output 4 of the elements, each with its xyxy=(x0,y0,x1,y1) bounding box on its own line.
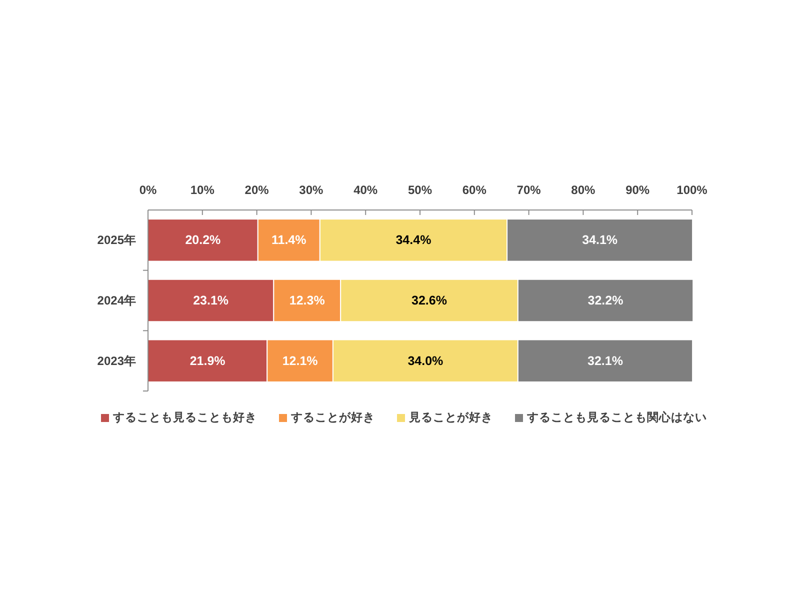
legend-label: することも見ることも好き xyxy=(112,411,257,424)
legend-label: することも見ることも関心はない xyxy=(526,410,707,424)
legend-label: することが好き xyxy=(290,411,375,424)
legend-label: 見ることが好き xyxy=(408,411,493,424)
